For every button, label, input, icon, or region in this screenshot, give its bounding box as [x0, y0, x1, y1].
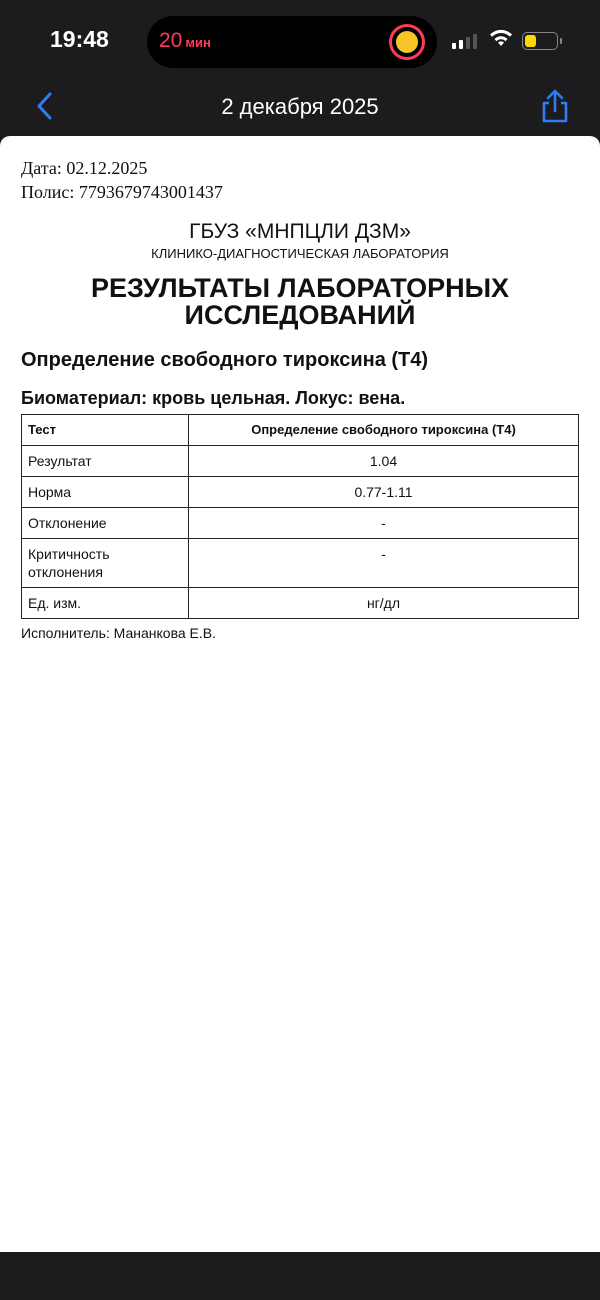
department-name: КЛИНИКО-ДИАГНОСТИЧЕСКАЯ ЛАБОРАТОРИЯ: [151, 246, 449, 261]
test-title: Определение свободного тироксина (Т4): [21, 349, 429, 371]
row-value: нг/дл: [188, 587, 579, 619]
dynamic-island-timer[interactable]: 20 мин: [147, 16, 437, 68]
table-row: Ед. изм. нг/дл: [21, 587, 579, 619]
row-label: Отклонение: [21, 507, 189, 539]
row-value: -: [188, 507, 579, 539]
row-value: 1.04: [188, 445, 579, 477]
policy-number: Полис: 7793679743001437: [21, 182, 223, 202]
document-title: РЕЗУЛЬТАТЫ ЛАБОРАТОРНЫХ ИССЛЕДОВАНИЙ: [90, 273, 510, 330]
executor: Исполнитель: Мананкова Е.В.: [21, 625, 216, 641]
clock: 19:48: [50, 26, 109, 52]
header-cell: Тест: [21, 414, 189, 446]
timer-unit: мин: [185, 35, 211, 50]
nav-bar: 2 декабря 2025: [0, 84, 600, 136]
row-label: Критичность отклонения: [21, 538, 189, 588]
row-value: 0.77-1.11: [188, 476, 579, 508]
document-page: Дата: 02.12.2025 Полис: 7793679743001437…: [0, 136, 600, 1252]
table-row: Норма 0.77-1.11: [21, 476, 579, 508]
row-label: Ед. изм.: [21, 587, 189, 619]
timer-value: 20: [159, 29, 183, 52]
table-row: Отклонение -: [21, 507, 579, 539]
table-row: Результат 1.04: [21, 445, 579, 477]
table-row: Критичность отклонения -: [21, 538, 579, 588]
table-header-row: Тест Определение свободного тироксина (Т4…: [21, 414, 579, 446]
results-table: Тест Определение свободного тироксина (Т4…: [21, 414, 579, 619]
row-value: -: [188, 538, 579, 588]
biomaterial-line: Биоматериал: кровь цельная. Локус: вена.: [21, 388, 406, 408]
row-label: Норма: [21, 476, 189, 508]
document-date: Дата: 02.12.2025: [21, 158, 148, 178]
chevron-left-icon[interactable]: [34, 90, 58, 122]
nav-title: 2 декабря 2025: [221, 94, 379, 119]
share-icon[interactable]: [540, 88, 570, 124]
status-bar: 19:48 20 мин: [0, 0, 600, 84]
wifi-icon: [490, 29, 512, 46]
timer-readout: 20 мин: [159, 29, 211, 53]
sleep-face-icon: [389, 24, 425, 60]
battery-icon: [522, 32, 562, 50]
signal-icon: [452, 34, 477, 49]
row-label: Результат: [21, 445, 189, 477]
header-cell: Определение свободного тироксина (Т4): [188, 414, 579, 446]
organization-name: ГБУЗ «МНПЦЛИ ДЗМ»: [189, 220, 411, 243]
